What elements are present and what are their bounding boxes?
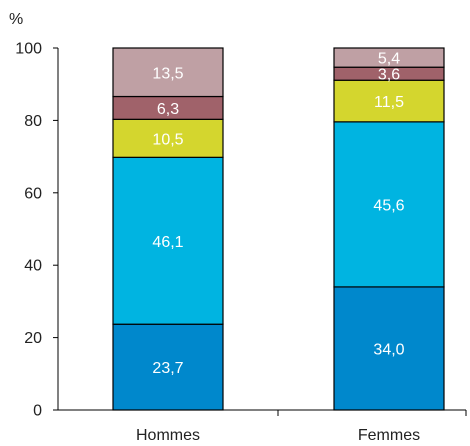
y-tick-label: 80 bbox=[24, 113, 42, 130]
bar-segment bbox=[333, 79, 445, 123]
y-tick-label: 20 bbox=[24, 330, 42, 347]
bar-data-label: 11,5 bbox=[374, 94, 404, 111]
bar-segment bbox=[112, 156, 224, 325]
y-axis-unit-label: % bbox=[9, 11, 23, 28]
bars bbox=[112, 47, 445, 411]
y-tick-label: 60 bbox=[24, 185, 42, 202]
bar-segment bbox=[333, 47, 445, 68]
x-category-label: Hommes bbox=[136, 427, 200, 444]
bar-segment bbox=[112, 323, 224, 411]
bar-data-label: 10,5 bbox=[152, 131, 183, 148]
bar-data-label: 5,4 bbox=[378, 51, 400, 68]
data-labels: 23,7 46,1 10,5 6,3 13,5 34,0 45,6 11,5 3,65,4 bbox=[152, 51, 404, 378]
y-tick-label: 0 bbox=[33, 403, 42, 420]
x-category-label: Femmes bbox=[358, 427, 420, 444]
bar-data-label: 46,1 bbox=[152, 234, 183, 251]
axes: 0 20 40 60 80 100 Hommes Femmes bbox=[15, 41, 467, 444]
y-tick-label: 100 bbox=[15, 41, 42, 58]
y-tick-label: 40 bbox=[24, 258, 42, 275]
bar-data-label: 45,6 bbox=[373, 197, 404, 214]
bar-segment bbox=[112, 118, 224, 158]
bar-data-label: 13,5 bbox=[152, 65, 183, 82]
bar-data-label: 6,3 bbox=[157, 101, 179, 118]
bar-data-label: 23,7 bbox=[152, 360, 183, 377]
bar-segment bbox=[333, 286, 445, 411]
bar-segment bbox=[112, 47, 224, 98]
bar-data-label: 34,0 bbox=[373, 341, 404, 358]
bar-data-label: 3,6 bbox=[378, 67, 400, 84]
